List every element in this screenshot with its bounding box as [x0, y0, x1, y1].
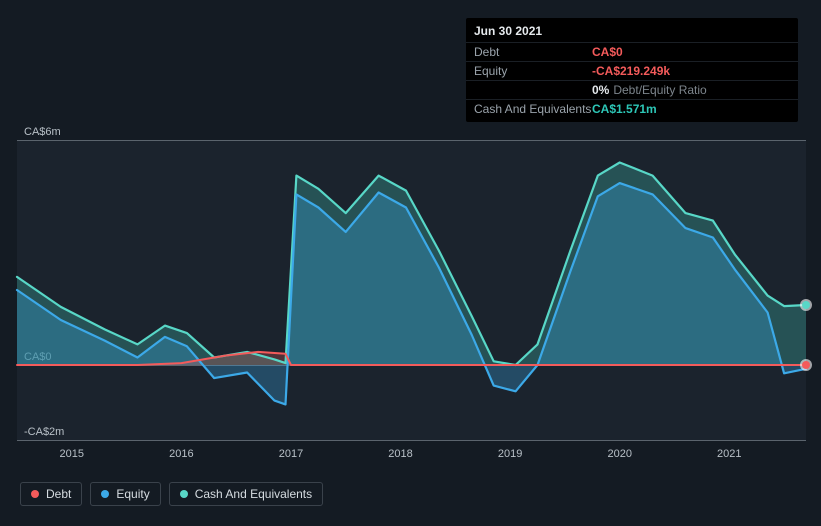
tooltip-row-value: CA$0	[592, 45, 790, 59]
tooltip-row-label: Equity	[474, 64, 592, 78]
tooltip-row: DebtCA$0	[466, 42, 798, 61]
tooltip-row-value: -CA$219.249k	[592, 64, 790, 78]
legend-dot-icon	[31, 490, 39, 498]
legend-item-label: Cash And Equivalents	[195, 487, 312, 501]
tooltip-row: 0% Debt/Equity Ratio	[466, 80, 798, 99]
tooltip-row-label	[474, 83, 592, 97]
x-axis-label: 2019	[498, 448, 522, 460]
tooltip-row: Cash And EquivalentsCA$1.571m	[466, 99, 798, 118]
end-marker-debt	[802, 361, 810, 369]
tooltip-row-value: 0%	[592, 83, 609, 97]
tooltip-row-value-secondary: Debt/Equity Ratio	[613, 83, 706, 97]
end-marker-cash	[802, 301, 810, 309]
x-axis-label: 2016	[169, 448, 193, 460]
legend-item-label: Debt	[46, 487, 71, 501]
tooltip-row: Equity-CA$219.249k	[466, 61, 798, 80]
legend-item-debt[interactable]: Debt	[20, 482, 82, 506]
tooltip-title: Jun 30 2021	[466, 22, 798, 42]
y-gridline	[17, 440, 806, 441]
x-axis-labels: 2015 2016 2017 2018 2019 2020 2021	[17, 448, 806, 462]
tooltip-row-value: CA$1.571m	[592, 102, 790, 116]
x-axis-label: 2021	[717, 448, 741, 460]
financial-chart: -CA$2mCA$0CA$6m 201520162017201820192020…	[0, 0, 821, 526]
series-svg	[17, 140, 806, 440]
x-axis-label: 2020	[607, 448, 631, 460]
tooltip-row-label: Cash And Equivalents	[474, 102, 592, 116]
legend-dot-icon	[180, 490, 188, 498]
legend-dot-icon	[101, 490, 109, 498]
legend-item-label: Equity	[116, 487, 149, 501]
tooltip-row-label: Debt	[474, 45, 592, 59]
legend: Debt Equity Cash And Equivalents	[20, 482, 323, 506]
legend-item-equity[interactable]: Equity	[90, 482, 160, 506]
x-axis-label: 2017	[279, 448, 303, 460]
y-axis-label: CA$6m	[24, 126, 61, 138]
x-axis-label: 2015	[60, 448, 84, 460]
x-axis-label: 2018	[388, 448, 412, 460]
chart-tooltip: Jun 30 2021 DebtCA$0Equity-CA$219.249k0%…	[466, 18, 798, 122]
legend-item-cash[interactable]: Cash And Equivalents	[169, 482, 323, 506]
